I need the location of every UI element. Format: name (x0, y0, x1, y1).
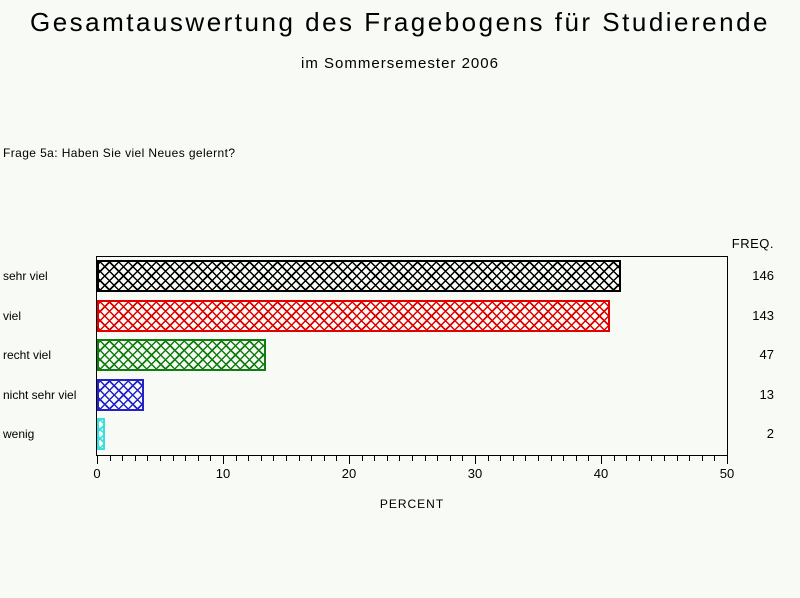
x-minor-tick (424, 456, 426, 461)
x-minor-tick (361, 456, 363, 461)
bar-segment (97, 339, 266, 372)
x-minor-tick (626, 456, 628, 461)
x-minor-tick (286, 456, 287, 461)
x-minor-tick (701, 456, 703, 461)
x-minor-tick (260, 456, 262, 461)
page-title: Gesamtauswertung des Fragebogens für Stu… (29, 7, 771, 37)
category-label: nicht sehr viel (3, 387, 77, 402)
x-minor-tick (449, 456, 451, 461)
x-minor-tick (311, 456, 313, 461)
x-tick-label: 20 (341, 466, 357, 481)
x-minor-tick (525, 456, 527, 461)
x-minor-tick (323, 456, 325, 461)
x-major-tick (349, 456, 350, 464)
category-label: sehr viel (3, 269, 48, 283)
x-minor-tick (273, 456, 275, 461)
x-tick-label: 10 (215, 466, 231, 481)
x-minor-tick (613, 456, 615, 461)
x-minor-tick (462, 456, 464, 461)
x-minor-tick (689, 456, 691, 461)
bar-segment (97, 418, 105, 451)
x-minor-tick (651, 456, 653, 461)
plot-area (96, 256, 728, 456)
question-label: Frage 5a: Haben Sie viel Neues gelernt? (3, 146, 236, 160)
x-minor-tick (147, 456, 149, 461)
page-subtitle: im Sommersemester 2006 (301, 55, 499, 72)
x-minor-tick (550, 456, 552, 461)
x-minor-tick (197, 456, 199, 461)
category-label: wenig (3, 427, 35, 442)
x-minor-tick (500, 456, 502, 461)
x-minor-tick (336, 456, 338, 461)
x-major-tick (727, 456, 728, 464)
category-label: recht viel (3, 348, 52, 363)
x-minor-tick (512, 456, 514, 461)
freq-value: 13 (759, 386, 774, 402)
x-major-tick (97, 456, 98, 464)
x-minor-tick (298, 456, 300, 461)
x-minor-tick (575, 456, 577, 461)
x-minor-tick (638, 456, 640, 461)
x-minor-tick (185, 456, 187, 461)
freq-column-header: FREQ. (731, 236, 774, 251)
x-minor-tick (386, 456, 388, 461)
bar-segment (97, 260, 622, 292)
freq-value: 143 (752, 307, 774, 323)
freq-value: 47 (759, 347, 774, 363)
x-tick-label: 40 (593, 466, 609, 481)
x-minor-tick (412, 456, 413, 461)
category-label: viel (3, 308, 22, 323)
x-minor-tick (248, 456, 250, 461)
x-minor-tick (122, 456, 124, 461)
x-tick-label: 30 (467, 466, 483, 481)
x-minor-tick (676, 456, 678, 461)
x-minor-tick (563, 456, 565, 461)
x-minor-tick (664, 456, 665, 461)
x-minor-tick (210, 456, 212, 461)
x-minor-tick (588, 456, 590, 461)
x-minor-tick (109, 456, 111, 461)
x-minor-tick (172, 456, 174, 461)
x-major-tick (223, 456, 224, 464)
x-tick-label: 50 (719, 466, 735, 481)
x-axis-title: PERCENT (379, 497, 445, 511)
x-tick-label: 0 (93, 466, 101, 481)
x-minor-tick (399, 456, 401, 461)
x-major-tick (601, 456, 602, 464)
x-minor-tick (538, 456, 539, 461)
bar-segment (97, 378, 144, 411)
x-minor-tick (437, 456, 439, 461)
freq-value: 146 (752, 268, 774, 283)
x-minor-tick (235, 456, 237, 461)
x-minor-tick (160, 456, 161, 461)
x-minor-tick (714, 456, 716, 461)
bar-segment (97, 299, 610, 332)
freq-value: 2 (766, 426, 774, 442)
x-minor-tick (487, 456, 489, 461)
x-minor-tick (374, 456, 376, 461)
x-major-tick (475, 456, 476, 464)
x-minor-tick (134, 456, 136, 461)
